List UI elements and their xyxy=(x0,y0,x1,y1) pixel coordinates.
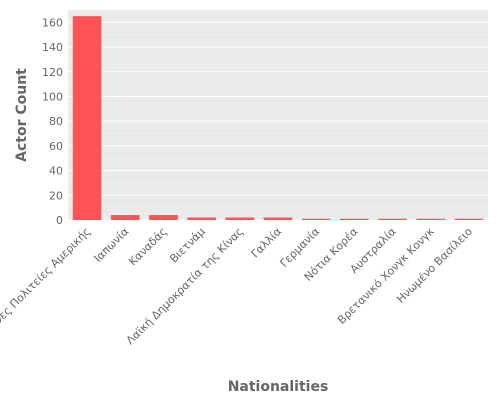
x-axis-title: Nationalities xyxy=(228,379,329,395)
plot-background xyxy=(68,10,488,220)
x-tick-label: Ηνωμένες Πολιτείες Αμερικής xyxy=(0,225,93,352)
bars xyxy=(72,16,484,221)
bar xyxy=(454,218,484,220)
bar xyxy=(378,218,407,220)
bar xyxy=(149,215,178,220)
y-axis-title: Actor Count xyxy=(14,68,30,162)
bar xyxy=(340,218,369,220)
bar xyxy=(263,217,293,220)
y-tick-label: 40 xyxy=(49,165,63,178)
bar xyxy=(301,218,331,220)
y-axis-ticks: 0 20 40 60 80 100 120 140 160 xyxy=(42,16,63,227)
x-tick-label: Καναδάς xyxy=(126,225,169,268)
y-tick-label: 60 xyxy=(49,140,63,153)
bar xyxy=(225,217,255,220)
y-tick-label: 80 xyxy=(49,115,63,128)
bar xyxy=(72,16,102,221)
y-tick-label: 140 xyxy=(42,41,63,54)
y-tick-label: 100 xyxy=(42,90,63,103)
x-tick-label: Ηνωμένο Βασίλειο xyxy=(394,225,475,306)
y-tick-label: 0 xyxy=(56,214,63,227)
y-tick-label: 20 xyxy=(49,189,63,202)
y-tick-label: 120 xyxy=(42,66,63,79)
x-axis-ticks: Ηνωμένες Πολιτείες ΑμερικήςΙαπωνίαΚαναδά… xyxy=(0,225,475,353)
bar xyxy=(187,217,216,220)
bar xyxy=(416,218,446,220)
bar xyxy=(110,215,140,220)
y-tick-label: 160 xyxy=(42,16,63,29)
x-tick-label: Γαλλία xyxy=(249,225,285,261)
grid xyxy=(68,21,488,221)
